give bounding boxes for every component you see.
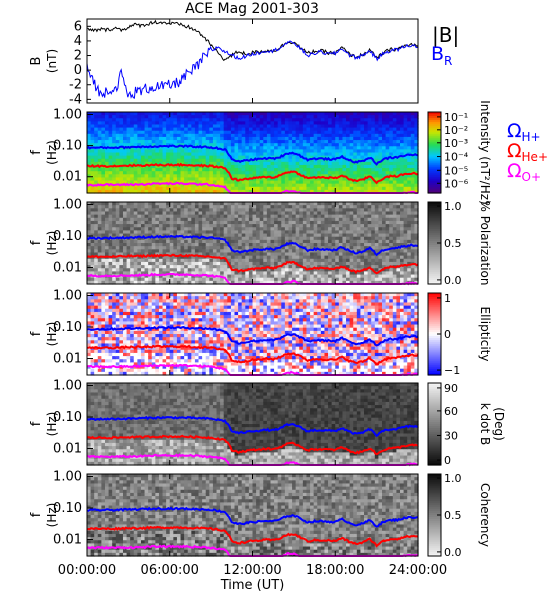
colorbar-tick-label: 0.5 (444, 509, 462, 522)
colorbar-tick-label: −1 (444, 364, 460, 377)
gyro-line-h-plus-panel3 (86, 325, 419, 347)
colorbar-tick-label: 30 (444, 429, 458, 442)
kdotb-spectrogram (87, 383, 419, 466)
gyro-line-he-plus-panel4 (87, 434, 419, 456)
y-tick-label: -4 (69, 92, 82, 107)
intensity-colorbar (428, 112, 441, 194)
gyro-line-he-plus-panel5 (86, 525, 419, 548)
gyro-line-h-plus-panel1 (86, 144, 419, 166)
colorbar-label-ellipticity: Ellipticity (478, 307, 492, 362)
gyro-line-h-plus-panel5 (86, 506, 419, 528)
gyro-line-he-plus-panel2 (86, 253, 419, 275)
colorbar-tick-label: 1.0 (444, 472, 462, 485)
y-tick-label: 0.10 (53, 139, 82, 154)
x-tick-label: 06:00:00 (141, 563, 199, 578)
gyro-line-h-plus-panel2 (86, 234, 419, 257)
ellipticity-colorbar (428, 293, 441, 376)
x-tick-label: 24:00:00 (389, 563, 447, 578)
x-axis-label: Time (UT) (220, 578, 285, 593)
coherency-spectrogram (87, 474, 419, 557)
intensity-spectrogram (87, 112, 419, 194)
gyro-line-he-plus-panel3 (86, 344, 419, 366)
colorbar-label-intensity: Intensity (nT²/Hz) (478, 100, 492, 205)
y-tick-label: 0.10 (53, 501, 82, 516)
y-axis-label-ellipticity: f (29, 331, 44, 336)
y-axis-label-coherency: f (29, 512, 44, 517)
y-tick-label: 0.10 (53, 320, 82, 335)
legend-gyro-subscript: O+ (522, 170, 542, 184)
kdotb-colorbar (428, 383, 441, 466)
y-tick-label: 1.00 (53, 197, 82, 212)
y-axis-unit-kdotb: (Hz) (45, 412, 59, 437)
y-tick-label: 0.10 (53, 229, 82, 244)
kdotb-colorbar-frame (427, 382, 442, 466)
colorbar-tick-label: 10⁻³ (444, 137, 468, 150)
x-tick-label: 00:00:00 (58, 563, 116, 578)
legend-gyro-subscript: H+ (522, 130, 541, 144)
y-tick-label: 0 (74, 63, 82, 78)
colorbar-tick-label: 10⁻¹ (444, 111, 468, 124)
y-tick-label: 1.00 (53, 288, 82, 303)
y-tick-label: 4 (74, 34, 82, 49)
colorbar-label-polarization: % Polarization (478, 201, 492, 286)
y-axis-unit-ellipticity: (Hz) (45, 322, 59, 347)
colorbar-tick-label: 10⁻² (444, 124, 468, 137)
frames-layer (86, 18, 442, 557)
y-tick-label: 6 (74, 19, 82, 34)
series-line-total-b (86, 19, 419, 62)
legend-gyro-subscript: He+ (522, 150, 548, 164)
coherency-colorbar (428, 474, 441, 557)
y-tick-label: 0.01 (53, 170, 82, 185)
y-tick-label: 1.00 (53, 107, 82, 122)
legend-b-r-subscript: R (444, 54, 452, 68)
polarization-colorbar (428, 202, 441, 285)
polarization-spectrogram (87, 202, 419, 285)
y-tick-label: 0.01 (53, 352, 82, 367)
intensity-colorbar-frame (427, 111, 442, 194)
colorbar-tick-label: 0.5 (444, 237, 462, 250)
spectrogram-layer (87, 112, 441, 557)
y-axis-label-kdotb: f (29, 421, 44, 426)
colorbar-tick-label: 0.0 (444, 546, 462, 559)
colorbar-tick-label: 10⁻⁶ (444, 177, 469, 190)
y-axis-unit-polarization: (Hz) (45, 231, 59, 256)
colorbar-tick-label: 0 (444, 454, 451, 467)
colorbar-tick-label: 0.0 (444, 274, 462, 287)
colorbar-label-kdotb: k dot B (478, 403, 492, 445)
y-axis-unit-coherency: (Hz) (45, 503, 59, 528)
ellipticity-spectrogram (87, 293, 419, 376)
y-axis-unit-field: (nT) (45, 49, 59, 73)
y-tick-label: 0.01 (53, 442, 82, 457)
colorbar-tick-label: 60 (444, 405, 458, 418)
y-tick-label: -2 (69, 78, 82, 93)
y-tick-label: 1.00 (53, 378, 82, 393)
y-axis-unit-intensity: (Hz) (45, 140, 59, 165)
x-tick-label: 18:00:00 (306, 563, 364, 578)
legend-total-b: |B| (432, 23, 459, 47)
y-axis-label-polarization: f (29, 240, 44, 245)
y-tick-label: 0.01 (53, 533, 82, 548)
y-axis-label-intensity: f (29, 150, 44, 155)
y-tick-label: 1.00 (53, 469, 82, 484)
colorbar-tick-label: 0 (444, 328, 451, 341)
chart-title: ACE Mag 2001-303 (185, 1, 319, 17)
colorbar-tick-label: 10⁻⁵ (444, 164, 468, 177)
y-tick-label: 0.01 (53, 261, 82, 276)
gyro-line-he-plus-panel1 (86, 162, 419, 185)
y-axis-label-field: B (29, 57, 44, 66)
colorbar-tick-label: 10⁻⁴ (444, 151, 469, 164)
colorbar-tick-label: 1.0 (444, 200, 462, 213)
y-tick-label: 2 (74, 49, 82, 64)
gyro-line-h-plus-panel4 (86, 415, 419, 438)
colorbar-tick-label: 90 (444, 382, 458, 395)
y-tick-label: 0.10 (53, 410, 82, 425)
colorbar-label-kdotb: (Deg) (492, 407, 506, 441)
colorbar-tick-label: 1 (444, 292, 451, 305)
series-line-b-r (86, 40, 419, 99)
colorbar-label-coherency: Coherency (478, 483, 492, 547)
x-tick-label: 12:00:00 (223, 563, 281, 578)
